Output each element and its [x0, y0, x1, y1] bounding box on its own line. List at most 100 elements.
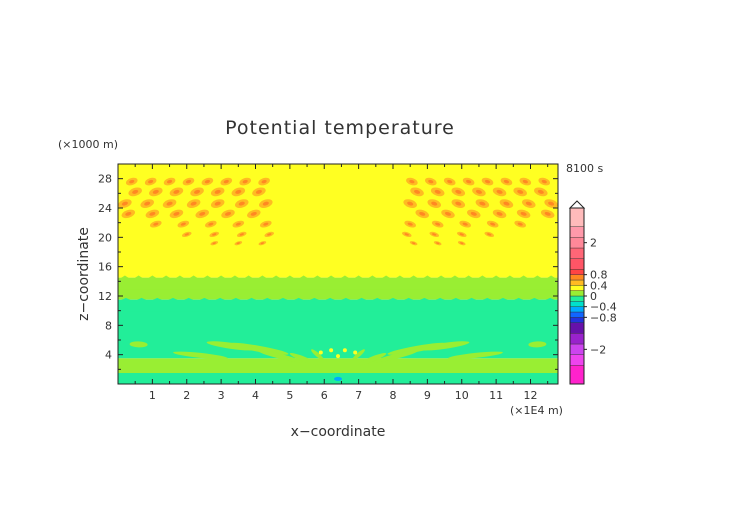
lower-streak-5-1: [358, 352, 387, 366]
warm-core-35-1: [432, 233, 437, 236]
warm-core-34-1: [459, 233, 464, 236]
x-tick-label-4: 5: [286, 389, 293, 402]
warm-core-21-1: [407, 201, 414, 206]
warm-core-38-0: [236, 242, 241, 245]
warm-core-25-1: [470, 211, 477, 216]
y-tick-label-5: 24: [98, 202, 112, 215]
warm-core-23-0: [149, 211, 156, 216]
lower-streak-1-1: [419, 341, 470, 351]
warm-core-2-0: [166, 179, 173, 184]
colorbar-bin-14: [569, 269, 585, 275]
lower-dot-4: [336, 354, 340, 359]
warm-core-24-1: [496, 211, 503, 216]
warm-core-7-0: [261, 179, 267, 184]
colorbar-bin-15: [569, 258, 585, 270]
warm-core-15-0: [121, 201, 128, 206]
warm-core-33-0: [184, 233, 189, 236]
lower-streak-6-0: [311, 349, 324, 361]
warm-core-20-1: [431, 201, 438, 206]
x-tick-label-5: 6: [321, 389, 328, 402]
warm-core-31-0: [235, 222, 241, 226]
warm-core-39-1: [411, 242, 416, 245]
x-tick-label-7: 8: [390, 389, 397, 402]
field-layer-3: [118, 358, 558, 373]
colorbar: 2 0.80.40−0.4−0.8 −2: [568, 200, 617, 385]
surface-cold-spot: [334, 376, 342, 381]
warm-core-36-1: [404, 233, 409, 236]
x-tick-label-1: 2: [183, 389, 190, 402]
colorbar-extend-arrow: [568, 200, 586, 209]
warm-core-27-1: [419, 211, 426, 216]
x-tick-label-8: 9: [424, 389, 431, 402]
lower-streak-3-0: [173, 351, 228, 360]
time-label: 8100 s: [566, 162, 603, 175]
colorbar-bin-19: [569, 207, 585, 227]
warm-core-10-0: [173, 189, 180, 194]
warm-core-23-1: [520, 211, 527, 216]
x-tick-label-11: 12: [524, 389, 538, 402]
warm-core-4-0: [204, 179, 210, 184]
x-tick-label-10: 11: [489, 389, 503, 402]
warm-core-22-1: [544, 211, 551, 216]
colorbar-bin-17: [569, 237, 585, 249]
lower-streak-4-0: [129, 341, 148, 348]
colorbar-bin-9: [569, 295, 585, 302]
warm-core-28-0: [153, 222, 159, 226]
x-tick-label-0: 1: [149, 389, 156, 402]
lower-streak-6-1: [352, 349, 365, 361]
x-axis-unit: (×1E4 m): [510, 404, 563, 417]
colorbar-bin-16: [569, 247, 585, 259]
y-tick-label-1: 8: [105, 319, 112, 332]
warm-core-29-1: [490, 222, 496, 226]
warm-core-17-1: [503, 201, 510, 206]
warm-core-3-1: [484, 179, 491, 184]
warm-core-9-1: [517, 189, 524, 194]
x-tick-label-9: 10: [455, 389, 469, 402]
warm-core-8-1: [537, 189, 544, 194]
x-tick-label-2: 3: [218, 389, 225, 402]
colorbar-bin-10: [569, 290, 585, 297]
y-tick-label-6: 28: [98, 173, 112, 186]
warm-core-4-1: [466, 179, 472, 184]
warm-core-7-1: [409, 179, 415, 184]
lower-streak-4-1: [528, 341, 547, 348]
lower-dot-0: [318, 350, 323, 355]
x-axis-label: x−coordinate: [291, 424, 386, 440]
warm-core-11-1: [475, 189, 482, 194]
warm-core-35-0: [239, 233, 244, 236]
lower-dot-3: [353, 350, 358, 355]
colorbar-bin-2: [569, 343, 585, 355]
colorbar-bin-11: [569, 285, 585, 291]
warm-core-19-0: [214, 201, 221, 206]
colorbar-bin-6: [569, 311, 585, 318]
warm-core-3-0: [185, 179, 192, 184]
warm-core-18-1: [479, 201, 486, 206]
warm-core-14-0: [255, 189, 262, 194]
warm-core-2-1: [503, 179, 510, 184]
warm-core-12-0: [214, 189, 221, 194]
warm-core-22-0: [125, 211, 132, 216]
warm-core-6-1: [428, 179, 434, 184]
warm-core-29-0: [180, 222, 186, 226]
wave-boundary-upper: [118, 275, 558, 290]
colorbar-bin-7: [569, 306, 585, 313]
colorbar-bin-1: [569, 354, 585, 366]
x-tick-label-3: 4: [252, 389, 259, 402]
colorbar-bin-8: [569, 301, 585, 307]
colorbar-label-6: −2: [590, 343, 606, 356]
warm-core-1-0: [148, 179, 154, 184]
warm-core-24-0: [173, 211, 180, 216]
warm-core-13-1: [434, 189, 441, 194]
wave-boundary-middle: [118, 297, 558, 312]
warm-core-1-1: [522, 179, 528, 184]
lower-dot-2: [342, 348, 347, 353]
y-tick-label-0: 4: [105, 349, 112, 362]
warm-core-16-0: [144, 201, 151, 206]
potential-temperature-field: [118, 164, 558, 384]
warm-core-25-0: [199, 211, 206, 216]
warm-core-14-1: [414, 189, 421, 194]
warm-core-26-0: [224, 211, 232, 216]
warm-core-12-1: [455, 189, 462, 194]
plot-frame: [117, 163, 559, 385]
